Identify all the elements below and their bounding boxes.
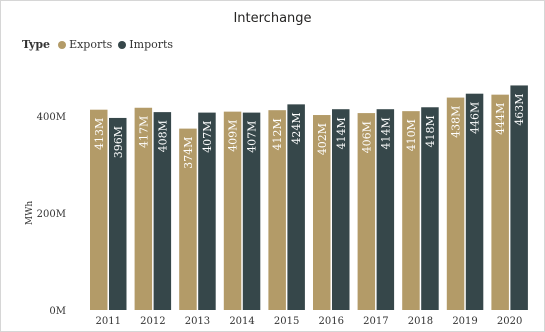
bar-exports[interactable] [90,109,108,310]
bar-imports[interactable] [465,93,484,310]
y-tick-label: 200M [37,209,66,220]
x-tick-label: 2012 [140,316,165,327]
data-label-imports: 418M [424,115,437,147]
y-tick-label: 400M [37,112,66,123]
bar-exports[interactable] [357,113,376,310]
bar-exports[interactable] [179,128,197,310]
x-tick-label: 2017 [363,316,388,327]
bar-exports[interactable] [313,115,331,310]
legend-swatch-exports [58,40,67,49]
bar-imports[interactable] [153,112,172,311]
bar-exports[interactable] [223,111,242,310]
data-label-exports: 438M [450,106,463,138]
data-label-exports: 412M [271,118,284,150]
bar-imports[interactable] [109,117,127,310]
legend-item-exports[interactable]: Exports [58,38,112,51]
data-label-imports: 408M [156,120,169,152]
data-label-imports: 414M [379,117,392,149]
y-axis-label: MWh [25,201,35,225]
bar-exports[interactable] [134,107,153,310]
data-label-exports: 409M [227,120,240,152]
x-tick-label: 2013 [185,316,210,327]
legend-swatch-imports [118,40,127,49]
data-label-imports: 407M [246,121,259,153]
bar-imports[interactable] [287,104,305,310]
data-label-imports: 396M [112,126,125,158]
legend-label-imports: Imports [129,38,174,51]
data-label-exports: 444M [494,103,507,135]
data-label-imports: 446M [469,102,482,134]
data-label-exports: 410M [405,119,418,151]
x-tick-label: 2018 [408,316,433,327]
bar-exports[interactable] [268,110,286,311]
bar-imports[interactable] [332,109,350,311]
legend-item-imports[interactable]: Imports [118,38,173,51]
x-tick-label: 2016 [319,316,344,327]
bar-exports[interactable] [402,111,420,311]
bar-imports[interactable] [242,112,261,310]
legend-label-exports: Exports [69,38,113,51]
x-tick-label: 2020 [497,316,522,327]
data-label-imports: 424M [290,112,303,144]
x-tick-label: 2015 [274,316,299,327]
data-label-imports: 463M [513,93,526,125]
bar-imports[interactable] [198,112,216,310]
chart-title: Interchange [233,11,312,26]
x-tick-label: 2014 [229,316,254,327]
data-label-exports: 413M [93,118,106,150]
legend-title: Type [22,38,51,51]
data-label-exports: 406M [360,121,373,153]
data-label-imports: 414M [335,117,348,149]
bar-exports[interactable] [491,94,509,310]
bar-imports[interactable] [421,107,439,311]
y-tick-label: 0M [49,306,66,317]
x-tick-label: 2019 [452,316,477,327]
data-label-imports: 407M [201,121,214,153]
bar-imports[interactable] [376,109,395,311]
x-tick-label: 2011 [96,316,121,327]
data-label-exports: 402M [316,123,329,155]
bar-imports[interactable] [510,85,528,310]
bar-exports[interactable] [446,97,465,310]
data-label-exports: 417M [137,116,150,148]
legend: Type Exports Imports [22,38,179,51]
data-label-exports: 374M [182,137,195,169]
